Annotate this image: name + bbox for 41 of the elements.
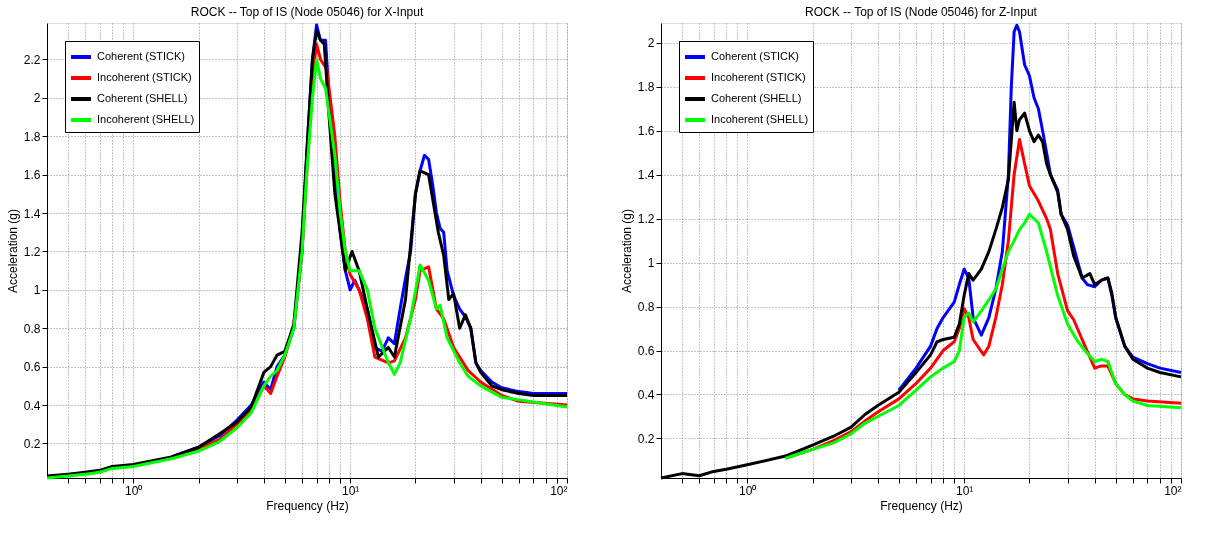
- y-tick-label: 1.6: [23, 168, 41, 183]
- y-tick-label: 0.4: [637, 387, 655, 402]
- y-tick-label: 2.2: [23, 52, 41, 67]
- legend-label: Incoherent (STICK): [97, 71, 192, 83]
- y-tick-label: 1.4: [23, 206, 41, 221]
- y-tick-label: 0.2: [637, 431, 655, 446]
- y-tick-label: 1.4: [637, 168, 655, 183]
- x-tick-label: 10²: [1164, 483, 1182, 498]
- legend-label: Coherent (STICK): [711, 50, 800, 62]
- y-axis-title: Acceleration (g): [5, 208, 20, 294]
- legend-label: Coherent (SHELL): [711, 92, 802, 104]
- legend-label: Incoherent (SHELL): [711, 113, 809, 125]
- y-tick-label: 1.8: [637, 80, 655, 95]
- y-tick-label: 0.6: [637, 344, 655, 359]
- y-tick-label: 1.6: [637, 124, 655, 139]
- y-tick-label: 1.2: [637, 212, 655, 227]
- y-tick-label: 2: [33, 91, 41, 106]
- x-axis-title: Frequency (Hz): [880, 498, 963, 513]
- y-tick-label: 1.2: [23, 244, 41, 259]
- y-tick-label: 1: [647, 256, 655, 271]
- x-axis-title: Frequency (Hz): [266, 498, 349, 513]
- y-tick-label: 2: [647, 36, 655, 51]
- x-tick-label: 10¹: [955, 483, 974, 498]
- legend-label: Coherent (STICK): [97, 50, 186, 62]
- x-tick-label: 10⁰: [739, 483, 757, 498]
- y-tick-label: 1: [33, 283, 41, 298]
- y-tick-label: 0.4: [23, 398, 41, 413]
- y-tick-label: 0.8: [23, 321, 41, 336]
- legend-label: Incoherent (SHELL): [97, 113, 195, 125]
- x-tick-label: 10¹: [341, 483, 360, 498]
- y-tick-label: 1.8: [23, 129, 41, 144]
- chart-title: ROCK -- Top of IS (Node 05046) for Z-Input: [805, 5, 1038, 19]
- chart-title: ROCK -- Top of IS (Node 05046) for X-Input: [190, 5, 424, 19]
- y-tick-label: 0.2: [23, 436, 41, 451]
- x-tick-label: 10²: [550, 483, 568, 498]
- legend-label: Incoherent (STICK): [711, 71, 806, 83]
- x-tick-label: 10⁰: [125, 483, 143, 498]
- legend-label: Coherent (SHELL): [97, 92, 188, 104]
- y-tick-label: 0.6: [23, 360, 41, 375]
- y-axis-title: Acceleration (g): [619, 208, 634, 294]
- y-tick-label: 0.8: [637, 300, 655, 315]
